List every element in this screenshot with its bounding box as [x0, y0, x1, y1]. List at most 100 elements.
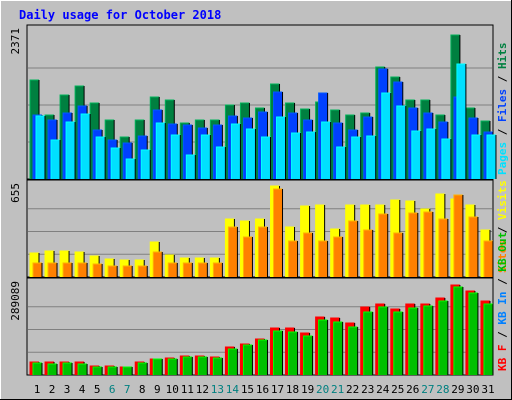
bar-sites-day-14: [227, 226, 238, 277]
bar-highlight: [288, 112, 298, 179]
bar-highlight: [242, 117, 253, 179]
bar-highlight: [35, 115, 45, 179]
panel-legend: Sites / Visits: [496, 180, 509, 273]
bar-sites-day-25: [393, 232, 404, 277]
x-tick-label: 13: [211, 383, 224, 396]
bar-fill: [201, 135, 211, 179]
bar-pages-day-24: [381, 92, 392, 179]
x-tick-label: 5: [94, 383, 101, 396]
bar-sites-day-8: [137, 265, 148, 277]
bar-fill: [351, 137, 361, 179]
bar-sites-day-19: [303, 232, 314, 277]
bar-fill: [348, 327, 358, 375]
x-tick-label: 31: [481, 383, 494, 396]
bar-highlight: [89, 365, 100, 375]
max-value-label: 655: [9, 183, 22, 203]
bar-fill: [363, 230, 373, 277]
bar-highlight: [300, 205, 310, 277]
bar-pages-day-5: [95, 136, 106, 179]
bar-fill: [153, 252, 163, 277]
bar-fill: [393, 233, 403, 277]
bar-highlight: [285, 327, 295, 375]
bar-highlight: [119, 259, 130, 277]
bar-fill: [51, 140, 61, 179]
x-tick-label: 12: [196, 383, 209, 396]
bar-sites-day-7: [122, 265, 133, 277]
bar-highlight: [333, 122, 343, 179]
bar-sites-day-20: [318, 240, 329, 277]
bar-fill: [288, 241, 298, 277]
x-tick-label: 25: [391, 383, 404, 396]
bar-fill: [171, 135, 181, 179]
bar-highlight: [224, 218, 235, 277]
legend-entry-kb-out: KB Out: [496, 232, 509, 272]
bar-highlight: [137, 135, 148, 179]
legend-separator: /: [496, 69, 509, 89]
bar-fill: [66, 122, 76, 179]
bar-kb-out-day-11: [182, 356, 193, 375]
bar-fill: [33, 363, 42, 375]
bar-highlight: [360, 306, 370, 375]
bar-highlight: [107, 139, 118, 179]
bar-highlight: [303, 335, 313, 375]
max-value-label: 2371: [9, 28, 22, 55]
bar-fill: [441, 139, 451, 179]
bar-highlight: [212, 357, 223, 375]
bar-highlight: [164, 254, 175, 277]
bar-highlight: [227, 348, 238, 375]
bar-highlight: [29, 361, 39, 375]
bar-sites-day-18: [288, 240, 299, 277]
bar-highlight: [450, 34, 460, 179]
bar-highlight: [321, 121, 331, 179]
bar-fill: [318, 320, 328, 375]
bar-fill: [93, 264, 103, 277]
bar-fill: [63, 363, 73, 375]
bar-highlight: [348, 220, 358, 277]
bar-highlight: [107, 366, 118, 375]
bar-highlight: [59, 361, 70, 375]
bar-fill: [408, 308, 418, 375]
bar-fill: [273, 189, 283, 277]
bar-fill: [243, 237, 253, 277]
bar-fill: [483, 241, 493, 277]
bar-fill: [291, 133, 301, 179]
bar-highlight: [408, 307, 418, 375]
bar-kb-out-day-8: [137, 362, 148, 375]
bar-highlight: [420, 208, 430, 277]
x-tick-label: 15: [241, 383, 254, 396]
x-tick-label: 19: [301, 383, 314, 396]
x-tick-label: 14: [226, 383, 240, 396]
bar-sites-day-13: [212, 262, 223, 277]
bar-highlight: [200, 134, 211, 179]
bar-sites-day-1: [32, 262, 43, 277]
bar-highlight: [182, 262, 193, 277]
bar-fill: [471, 135, 481, 179]
bar-highlight: [375, 303, 385, 375]
bar-highlight: [92, 263, 103, 277]
bar-highlight: [471, 134, 481, 179]
bar-highlight: [50, 139, 61, 179]
bar-highlight: [486, 134, 496, 179]
x-tick-label: 28: [436, 383, 449, 396]
bar-highlight: [29, 79, 39, 179]
bar-highlight: [423, 211, 433, 277]
bar-fill: [153, 359, 163, 375]
bar-kb-out-day-31: [483, 303, 494, 375]
bar-highlight: [257, 226, 268, 277]
bar-highlight: [245, 128, 256, 179]
bar-sites-day-29: [453, 194, 464, 277]
bar-pages-day-12: [200, 134, 211, 179]
bar-highlight: [32, 114, 42, 179]
bar-sites-day-23: [363, 229, 374, 277]
bar-highlight: [468, 292, 478, 375]
bar-highlight: [194, 257, 205, 277]
legend-entry-pages: Pages: [496, 142, 509, 175]
bar-highlight: [230, 123, 241, 179]
bar-sites-day-21: [333, 236, 344, 277]
bar-kb-out-day-9: [152, 358, 163, 375]
bar-highlight: [77, 105, 88, 179]
bar-highlight: [44, 250, 55, 277]
bar-fill: [183, 263, 193, 277]
bar-highlight: [62, 362, 73, 375]
bar-highlight: [408, 107, 418, 179]
